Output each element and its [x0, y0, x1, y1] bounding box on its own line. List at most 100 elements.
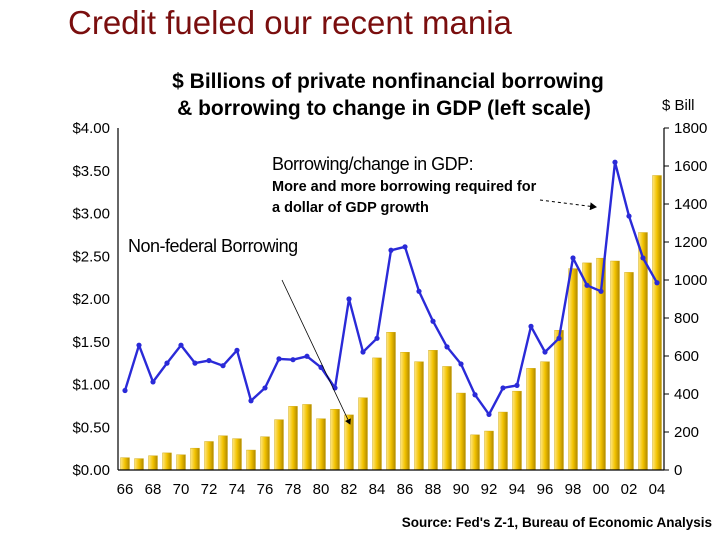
x-tick-label: 84 — [369, 481, 386, 498]
borrowing-bar — [470, 434, 480, 471]
borrowing-bar — [162, 452, 172, 471]
x-tick-label: 92 — [481, 481, 498, 498]
borrowing-bar — [148, 455, 158, 471]
borrowing-bars — [120, 175, 662, 471]
x-tick-label: 96 — [537, 481, 554, 498]
left-tick-label: $1.00 — [72, 377, 110, 394]
annotation-ratio-arrow — [539, 199, 597, 211]
x-axis-ticks: 66 68 70 72 74 76 78 80 82 84 86 88 90 92 94 96 98 00 02 04 — [117, 481, 666, 498]
left-tick-label: $0.00 — [72, 462, 110, 479]
borrowing-bar — [386, 332, 396, 471]
borrowing-bar — [302, 404, 312, 471]
ratio-point — [374, 335, 380, 341]
annotation-ratio-line-2: a dollar of GDP growth — [272, 200, 429, 216]
x-tick-label: 80 — [313, 481, 330, 498]
right-tick-label: 0 — [674, 462, 682, 479]
ratio-point — [598, 288, 604, 294]
right-axis-ticks: 0 200 400 600 800 1000 1200 1400 1600 1800 — [664, 120, 707, 479]
borrowing-bar — [428, 350, 438, 471]
borrowing-bar — [568, 268, 578, 471]
borrowing-bar — [526, 368, 536, 471]
borrowing-bar — [120, 457, 130, 471]
ratio-point — [528, 323, 534, 329]
slide-title: Credit fueled our recent mania — [68, 4, 512, 41]
ratio-point — [514, 382, 520, 388]
ratio-point — [206, 357, 212, 364]
ratio-point — [262, 385, 268, 391]
borrowing-bar — [554, 330, 564, 471]
annotation-nonfederal: Non-federal Borrowing — [128, 236, 298, 256]
ratio-point — [248, 398, 254, 404]
ratio-point — [220, 363, 226, 369]
borrowing-bar — [176, 454, 186, 471]
left-tick-label: $2.00 — [72, 291, 110, 308]
ratio-point — [556, 335, 562, 341]
x-tick-label: 86 — [397, 481, 414, 498]
ratio-point — [346, 296, 352, 302]
right-tick-label: 1000 — [674, 272, 707, 289]
left-tick-label: $1.50 — [72, 334, 110, 351]
right-tick-label: 1800 — [674, 120, 707, 137]
right-axis-label: $ Bill — [662, 97, 695, 114]
x-tick-label: 70 — [173, 481, 190, 498]
x-tick-label: 04 — [649, 481, 666, 498]
ratio-point — [584, 282, 590, 288]
ratio-point — [416, 288, 422, 294]
ratio-point — [486, 411, 492, 418]
ratio-point — [178, 342, 184, 348]
borrowing-bar — [134, 458, 144, 471]
source-note: Source: Fed's Z-1, Bureau of Economic An… — [402, 515, 712, 530]
ratio-point — [402, 244, 408, 250]
borrowing-bar — [498, 411, 508, 471]
x-tick-label: 76 — [257, 481, 274, 498]
x-tick-label: 98 — [565, 481, 582, 498]
ratio-point — [444, 344, 450, 350]
right-tick-label: 1600 — [674, 158, 707, 175]
ratio-point — [360, 349, 366, 355]
ratio-point — [290, 357, 296, 363]
annotation-ratio-heading: Borrowing/change in GDP: — [272, 154, 473, 174]
borrowing-bar — [274, 419, 284, 471]
ratio-point — [654, 280, 660, 286]
left-tick-label: $4.00 — [72, 120, 110, 137]
x-tick-label: 78 — [285, 481, 302, 498]
ratio-point — [136, 342, 142, 348]
ratio-point — [388, 247, 394, 253]
ratio-point — [626, 213, 632, 219]
x-tick-label: 90 — [453, 481, 470, 498]
borrowing-bar — [400, 352, 410, 471]
borrowing-bar — [638, 232, 648, 471]
borrowing-bar — [414, 361, 424, 471]
chart-title-line-1: $ Billions of private nonfinancial borro… — [172, 70, 604, 93]
x-tick-label: 00 — [593, 481, 610, 498]
ratio-point — [164, 360, 170, 366]
ratio-point — [150, 379, 156, 385]
borrowing-bar — [260, 436, 270, 471]
ratio-point — [542, 349, 548, 355]
borrowing-bar — [204, 441, 214, 471]
left-tick-label: $3.50 — [72, 163, 110, 180]
ratio-point — [458, 361, 464, 367]
borrowing-bar — [344, 414, 354, 471]
borrowing-bar — [582, 262, 592, 471]
right-tick-label: 200 — [674, 424, 699, 441]
left-tick-label: $3.00 — [72, 206, 110, 223]
chart-title-line-2: & borrowing to change in GDP (left scale… — [177, 97, 591, 120]
borrowing-bar — [442, 366, 452, 471]
ratio-point — [234, 347, 240, 353]
ratio-point — [500, 385, 506, 391]
borrowing-bar — [512, 390, 522, 471]
x-tick-label: 02 — [621, 481, 638, 498]
annotation-ratio-line-1: More and more borrowing required for — [272, 179, 537, 195]
ratio-point — [570, 255, 576, 261]
borrowing-bar — [218, 435, 228, 471]
x-tick-label: 74 — [229, 481, 246, 498]
ratio-point — [304, 353, 310, 359]
x-tick-label: 82 — [341, 481, 358, 498]
ratio-point — [472, 392, 478, 398]
borrowing-bar — [316, 418, 326, 471]
ratio-line — [122, 159, 660, 418]
left-tick-label: $2.50 — [72, 248, 110, 265]
borrowing-bar — [232, 438, 242, 471]
